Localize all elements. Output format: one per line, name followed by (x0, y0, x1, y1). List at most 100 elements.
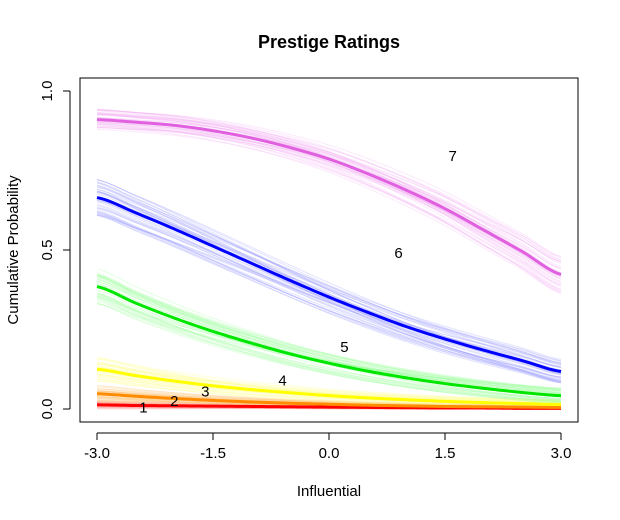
band-line-4 (96, 292, 562, 404)
curve-3 (96, 367, 562, 407)
band-line-6 (96, 128, 562, 286)
band-line-5 (96, 179, 562, 369)
band-line-6 (96, 114, 562, 259)
curve-5 (96, 196, 562, 373)
band-line-6 (96, 111, 562, 273)
band-line-5 (96, 213, 562, 367)
band-line-6 (96, 117, 562, 261)
band-line-2 (96, 391, 562, 406)
band-line-4 (96, 273, 562, 392)
band-line-5 (96, 191, 562, 383)
band-line-4 (96, 299, 562, 403)
curve-label-3: 3 (201, 384, 209, 401)
band-line-3 (96, 366, 562, 401)
band-line-5 (96, 209, 562, 383)
curve-label-1: 1 (139, 399, 147, 416)
band-line-4 (96, 281, 562, 390)
band-line-5 (96, 214, 562, 368)
band-line-6 (96, 113, 562, 261)
curve-4 (96, 285, 562, 398)
band-line-5 (96, 196, 562, 361)
band-line-4 (96, 292, 562, 391)
band-line-4 (96, 295, 562, 399)
band-line-3 (96, 374, 562, 401)
band-line-6 (96, 108, 562, 275)
band-line-5 (96, 179, 562, 365)
band-line-4 (96, 280, 562, 395)
x-axis: -3.0 -1.5 0.0 1.5 3.0 (84, 432, 572, 462)
chart-title: Prestige Ratings (258, 32, 400, 52)
band-line-6 (96, 113, 562, 282)
band-line-5 (96, 185, 562, 369)
band-line-4 (96, 297, 562, 404)
band-line-4 (96, 297, 562, 403)
band-line-4 (96, 294, 562, 400)
band-line-5 (96, 199, 562, 374)
band-line-3 (96, 380, 562, 406)
band-line-6 (96, 116, 562, 267)
band-line-4 (96, 279, 562, 390)
y-axis: 0.0 0.5 1.0 (39, 81, 71, 420)
band-line-6 (96, 109, 562, 265)
band-line-6 (96, 108, 562, 276)
band-line-4 (96, 296, 562, 390)
band-line-3 (96, 357, 562, 402)
band-line-4 (96, 275, 562, 394)
band-line-4 (96, 292, 562, 403)
band-line-2 (96, 390, 562, 406)
y-axis-label: Cumulative Probability (5, 175, 22, 325)
curve-2 (96, 392, 562, 409)
band-line-4 (96, 278, 562, 393)
band-line-5 (96, 193, 562, 371)
band-line-4 (96, 296, 562, 401)
x-tick-label: -3.0 (84, 445, 110, 462)
band-5 (96, 178, 562, 384)
band-line-6 (96, 113, 562, 291)
y-tick-label: 0.5 (39, 240, 56, 261)
band-line-2 (96, 389, 562, 407)
curve-label-4: 4 (278, 372, 286, 389)
band-line-5 (96, 211, 562, 378)
band-line-2 (96, 385, 562, 407)
x-tick-label: 3.0 (551, 445, 572, 462)
band-line-6 (96, 109, 562, 258)
curve-labels: 1 2 3 4 5 6 7 (139, 148, 457, 416)
band-line-6 (96, 112, 562, 276)
curves (96, 118, 562, 410)
plot-frame (79, 77, 579, 423)
band-line-5 (96, 188, 562, 364)
band-line-6 (96, 114, 562, 276)
band-line-4 (96, 274, 562, 395)
band-line-6 (96, 124, 562, 292)
band-line-6 (96, 113, 562, 269)
band-line-5 (96, 212, 562, 384)
curve-6 (96, 118, 562, 276)
band-line-3 (96, 358, 562, 403)
band-line-5 (96, 201, 562, 379)
curve-label-5: 5 (340, 339, 348, 356)
curve-label-2: 2 (170, 393, 178, 410)
band-line-6 (96, 123, 562, 291)
x-tick-label: 1.5 (435, 445, 456, 462)
band-line-6 (96, 113, 562, 283)
band-line-6 (96, 120, 562, 293)
x-axis-label: Influential (297, 483, 361, 500)
band-line-6 (96, 126, 562, 294)
band-line-5 (96, 203, 562, 375)
band-6 (96, 108, 562, 294)
curve-label-6: 6 (394, 245, 402, 262)
band-line-5 (96, 214, 562, 382)
band-line-6 (96, 108, 562, 290)
band-line-5 (96, 188, 562, 384)
band-line-5 (96, 208, 562, 368)
band-line-3 (96, 361, 562, 404)
band-line-5 (96, 205, 562, 378)
y-tick-label: 0.0 (39, 399, 56, 420)
band-line-3 (96, 363, 562, 401)
band-line-2 (96, 390, 562, 406)
band-line-5 (96, 214, 562, 364)
x-tick-label: 0.0 (319, 445, 340, 462)
x-tick-label: -1.5 (200, 445, 226, 462)
band-line-4 (96, 277, 562, 390)
